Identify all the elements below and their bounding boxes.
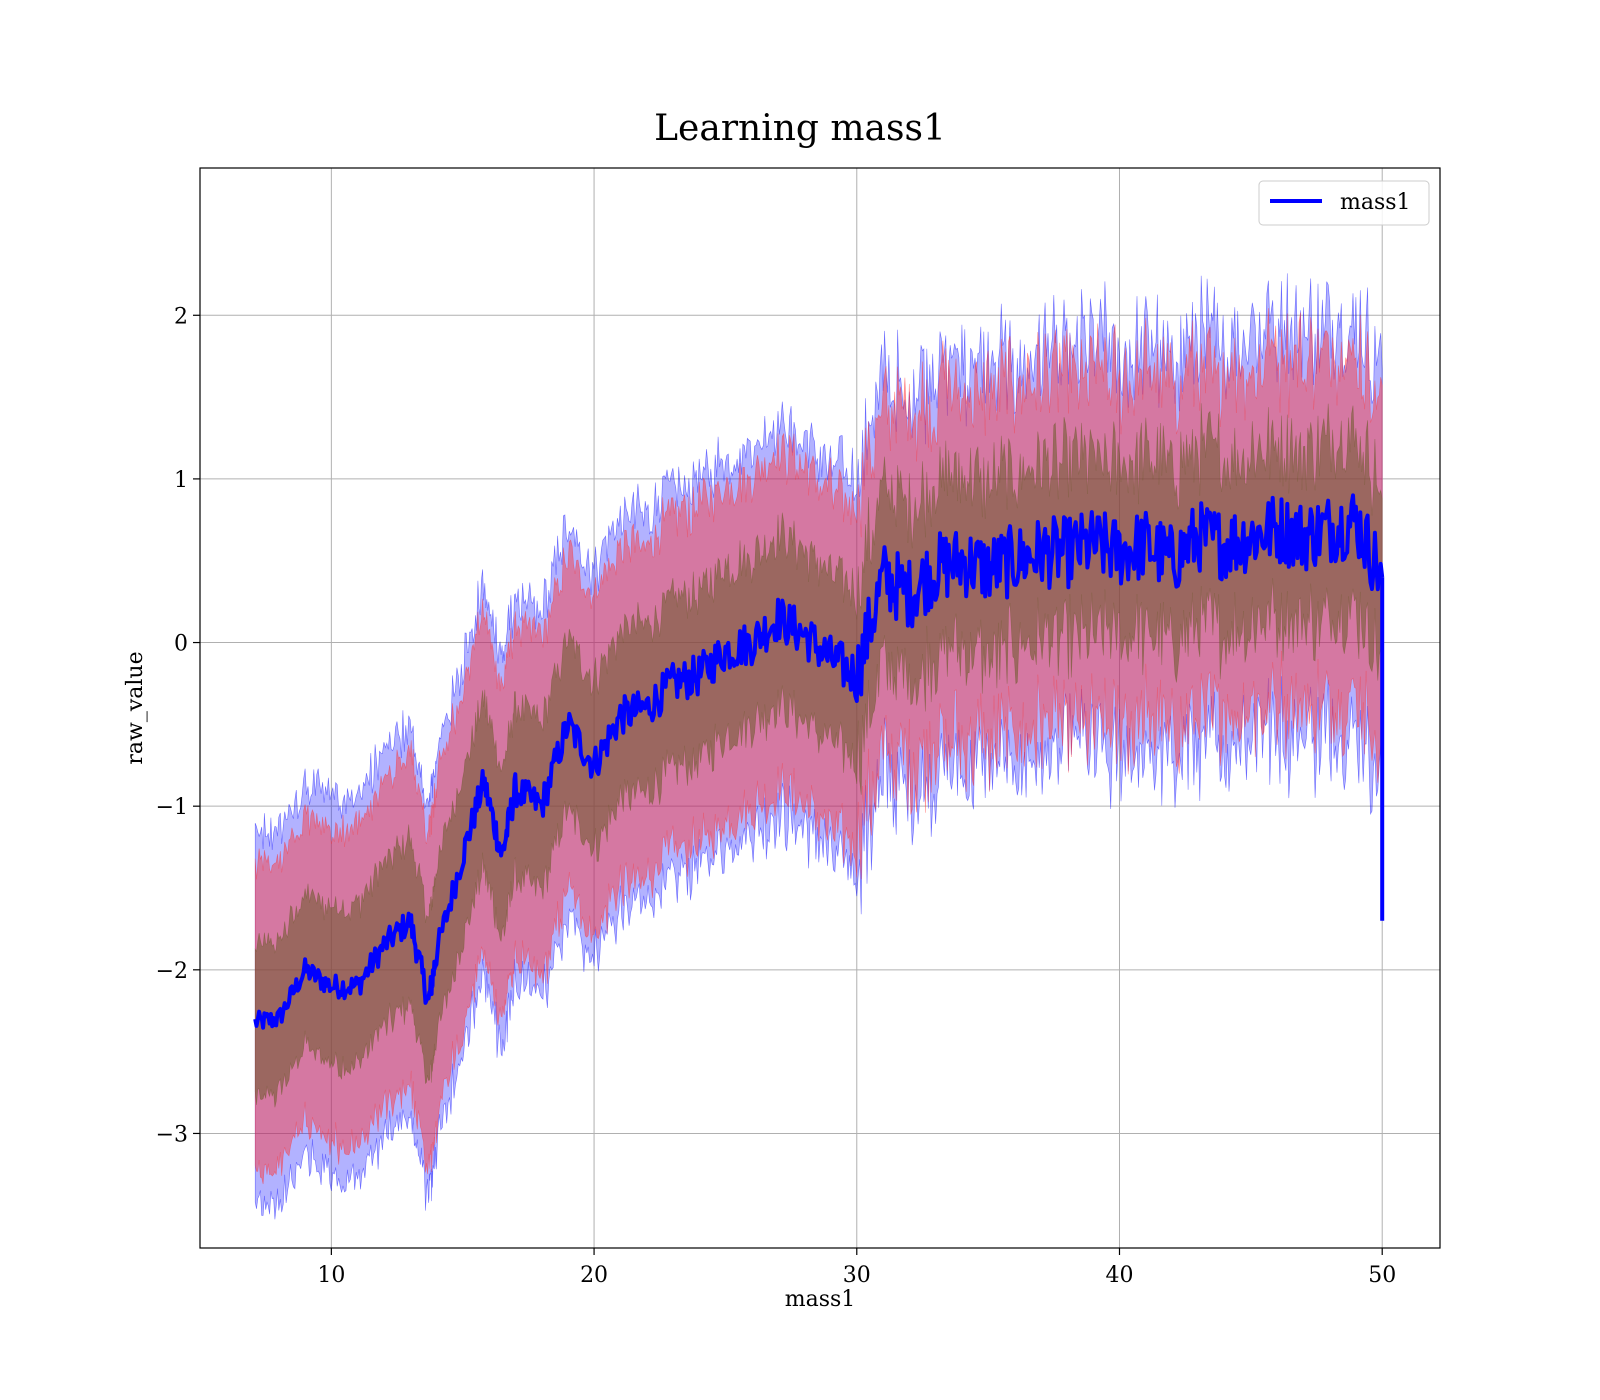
x-axis-label: mass1 <box>785 1287 856 1312</box>
legend: mass1 <box>1258 180 1430 226</box>
y-axis-ticks: −3 −2 −1 0 1 2 <box>156 304 200 1147</box>
x-tick-label-2: 30 <box>843 1263 871 1288</box>
legend-box <box>1258 180 1430 226</box>
x-tick-label-1: 20 <box>580 1263 608 1288</box>
x-tick-label-4: 50 <box>1368 1263 1396 1288</box>
y-tick-label-5: 2 <box>174 304 188 329</box>
y-tick-label-0: −3 <box>156 1122 188 1147</box>
x-tick-label-0: 10 <box>317 1263 345 1288</box>
x-axis-ticks: 10 20 30 40 50 <box>317 1248 1396 1288</box>
series-line-mass1 <box>253 493 1385 1030</box>
legend-label-mass1: mass1 <box>1340 190 1411 215</box>
y-tick-label-1: −2 <box>156 959 188 984</box>
series-lines <box>253 493 1385 1030</box>
y-axis-label: raw_value <box>123 651 148 764</box>
plot-frame <box>199 167 1441 1249</box>
chart-title: Learning mass1 <box>654 108 946 149</box>
x-tick-label-3: 40 <box>1105 1263 1133 1288</box>
y-tick-label-2: −1 <box>156 795 188 820</box>
confidence-bands <box>254 273 1383 1220</box>
y-tick-label-4: 1 <box>174 468 188 493</box>
y-tick-label-3: 0 <box>174 632 188 657</box>
